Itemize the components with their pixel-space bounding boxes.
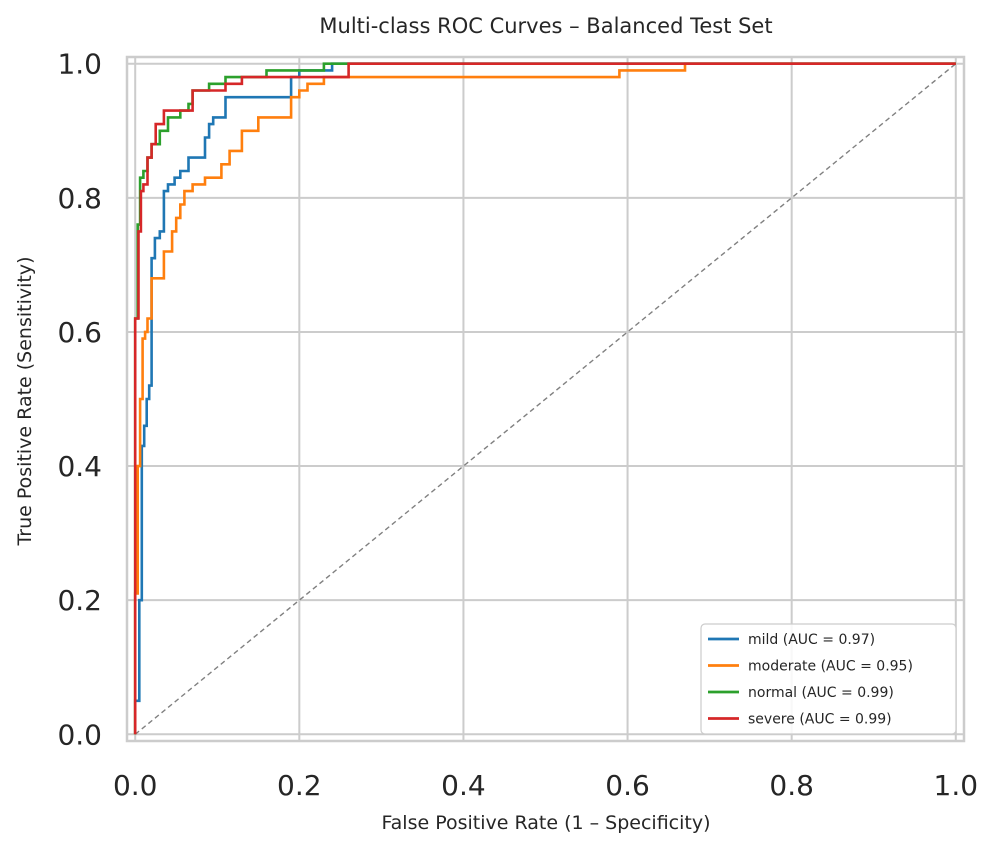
x-tick-label: 0.4 xyxy=(441,769,486,802)
grid xyxy=(127,57,964,741)
chance-line-group xyxy=(134,63,957,735)
x-axis-label: False Positive Rate (1 – Specificity) xyxy=(381,812,710,834)
chart-title: Multi-class ROC Curves – Balanced Test S… xyxy=(319,14,772,38)
x-tick-label: 0.6 xyxy=(605,769,650,802)
y-tick-label: 0.0 xyxy=(57,718,102,751)
roc-line-mild xyxy=(133,62,956,735)
y-tick-label: 0.6 xyxy=(57,316,102,349)
y-tick-label: 0.8 xyxy=(57,182,102,215)
x-tick-labels: 0.0 0.2 0.4 0.6 0.8 1.0 xyxy=(113,769,978,802)
legend-label-normal: normal (AUC = 0.99) xyxy=(748,685,894,701)
y-axis-label: True Positive Rate (Sensitivity) xyxy=(14,256,36,546)
roc-line-moderate xyxy=(133,62,956,735)
legend-label-mild: mild (AUC = 0.97) xyxy=(748,632,875,648)
y-tick-labels: 0.0 0.2 0.4 0.6 0.8 1.0 xyxy=(57,48,102,752)
x-tick-label: 0.0 xyxy=(113,769,158,802)
x-tick-label: 1.0 xyxy=(934,769,979,802)
plot-frame xyxy=(125,55,966,743)
y-tick-label: 1.0 xyxy=(57,48,102,81)
legend-label-moderate: moderate (AUC = 0.95) xyxy=(748,659,913,675)
roc-line-severe xyxy=(133,62,956,735)
x-tick-label: 0.8 xyxy=(769,769,814,802)
legend: mild (AUC = 0.97) moderate (AUC = 0.95) no… xyxy=(700,623,957,735)
y-tick-label: 0.2 xyxy=(57,584,102,617)
legend-box xyxy=(700,623,957,735)
y-tick-label: 0.4 xyxy=(57,450,102,483)
x-tick-label: 0.2 xyxy=(277,769,322,802)
legend-label-severe: severe (AUC = 0.99) xyxy=(748,712,892,728)
chance-line xyxy=(134,63,957,735)
series-layer xyxy=(133,62,956,735)
